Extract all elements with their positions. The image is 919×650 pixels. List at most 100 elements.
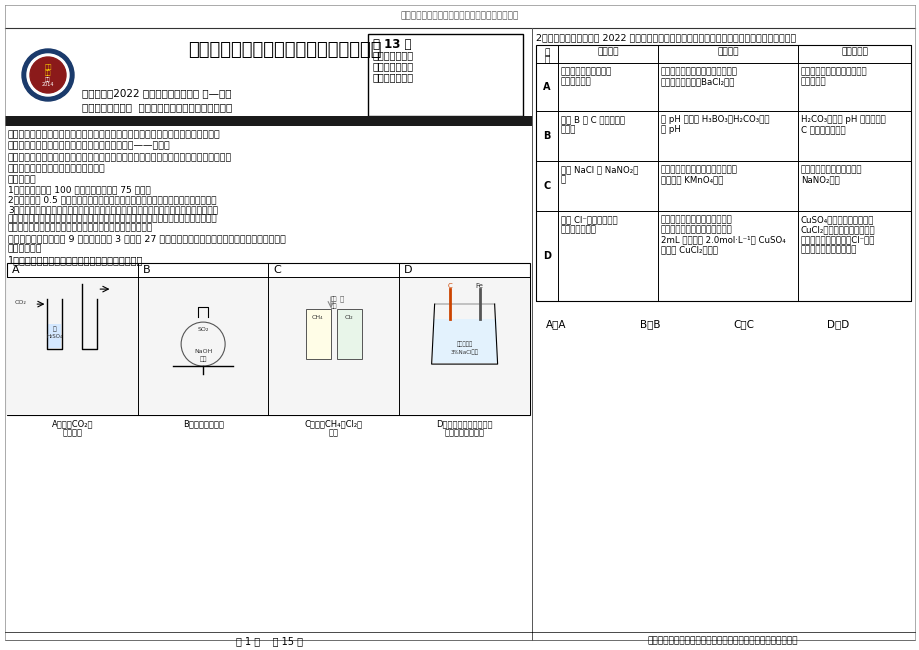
Text: 光: 光 [339, 296, 344, 302]
Text: D．D: D．D [826, 319, 848, 329]
Text: CuCl₂溶液中反应剧烈，铝片: CuCl₂溶液中反应剧烈，铝片 [800, 225, 875, 234]
Circle shape [30, 57, 66, 93]
Text: Fe: Fe [475, 283, 483, 289]
Text: B: B [142, 265, 150, 275]
Text: 表面有红色物质生成，Cl⁻能加: 表面有红色物质生成，Cl⁻能加 [800, 235, 874, 244]
Text: 组编人：张晓燕: 组编人：张晓燕 [372, 50, 414, 60]
Text: 项: 项 [544, 55, 549, 64]
Text: 衡水泰华中学决胜高考化学暑假必刷密卷: 衡水泰华中学决胜高考化学暑假必刷密卷 [188, 41, 381, 59]
Text: 溶液: 溶液 [199, 356, 207, 362]
Text: D: D [542, 251, 550, 261]
Text: NaNO₂溶液: NaNO₂溶液 [800, 175, 839, 184]
Bar [368, 34, 522, 116]
Circle shape [27, 54, 69, 96]
Text: 强弱。: 强弱。 [561, 125, 575, 134]
Text: 将一块未经打磨的铝片剪成相同: 将一块未经打磨的铝片剪成相同 [660, 215, 732, 224]
Text: 本套亮点：汇集实验探究各地最新模拟题，有基础考查题，也有新颖且有思维量的题目，: 本套亮点：汇集实验探究各地最新模拟题，有基础考查题，也有新颖且有思维量的题目， [8, 153, 232, 162]
Text: 衡水泰华决胜二三高考化学暑假必刷密卷新高考版: 衡水泰华决胜二三高考化学暑假必刷密卷新高考版 [401, 12, 518, 21]
Text: 中学: 中学 [45, 77, 51, 81]
Text: 励志格言：幸福不会从天而降，梦想不会自动成真，实现我们的奋斗目标，开创我们: 励志格言：幸福不会从天而降，梦想不会自动成真，实现我们的奋斗目标，开创我们 [8, 130, 221, 139]
Text: 一切不按照高考标准进行的训练，都对备战高考没有任何意义！: 一切不按照高考标准进行的训练，都对备战高考没有任何意义！ [647, 636, 798, 645]
Text: C: C [543, 181, 550, 191]
Text: A: A [542, 82, 550, 92]
Text: B: B [543, 131, 550, 141]
Text: 比较 B 和 C 的非金属性: 比较 B 和 C 的非金属性 [561, 115, 624, 124]
Text: 1，本套密卷满分 100 分，做题所需时间 75 分钟；: 1，本套密卷满分 100 分，做题所需时间 75 分钟； [8, 185, 151, 194]
Text: 氯化: 氯化 [330, 296, 336, 302]
Text: 是否有酸剩余: 是否有酸剩余 [561, 77, 591, 86]
Text: 液: 液 [561, 175, 565, 184]
Text: 硫酸有剩余: 硫酸有剩余 [800, 77, 826, 86]
Text: 滴加酸性 KMnO₄溶液: 滴加酸性 KMnO₄溶液 [660, 175, 722, 184]
Text: C: C [447, 283, 451, 289]
Text: 的美好未来，必须紧紧依靠人民、始终为了人民。——习近平: 的美好未来，必须紧紧依靠人民、始终为了人民。——习近平 [8, 141, 171, 150]
Text: Cl₂: Cl₂ [345, 315, 353, 320]
Text: 检验铜和浓硫酸反应后: 检验铜和浓硫酸反应后 [561, 67, 611, 76]
Text: A: A [12, 265, 19, 275]
Text: 用 pH 计测定 H₃BO₃、H₂CO₃溶液: 用 pH 计测定 H₃BO₃、H₂CO₃溶液 [660, 115, 768, 124]
Text: C．探究CH₄与Cl₂的: C．探究CH₄与Cl₂的 [304, 419, 362, 428]
Bar [399, 277, 529, 415]
Text: H₂CO₃溶液的 pH 更小，说明: H₂CO₃溶液的 pH 更小，说明 [800, 115, 885, 124]
Text: A．A: A．A [545, 319, 566, 329]
Text: 的水蒸气: 的水蒸气 [62, 428, 83, 437]
Text: C 的非金属性更强: C 的非金属性更强 [800, 125, 845, 134]
Text: 的两小片，相同温度下分别投入: 的两小片，相同温度下分别投入 [660, 225, 732, 234]
Text: B．进行喷泉实验: B．进行喷泉实验 [183, 419, 223, 428]
Text: 泰华: 泰华 [45, 70, 51, 76]
Text: 若产生大量白色沉淀，则说明: 若产生大量白色沉淀，则说明 [800, 67, 867, 76]
Text: 获、主要不足和反思写到每套题所附的反思纸上，开学上交。: 获、主要不足和反思写到每套题所附的反思纸上，开学上交。 [8, 223, 153, 232]
Bar [305, 309, 331, 359]
Text: 2014: 2014 [41, 83, 54, 88]
Text: 实验目的: 实验目的 [596, 47, 618, 57]
Text: 若溶液的紫红色褪去，则为: 若溶液的紫红色褪去，则为 [800, 165, 862, 174]
Text: CuSO₄溶液中无明显现象；: CuSO₄溶液中无明显现象； [800, 215, 873, 224]
Text: 选: 选 [544, 48, 549, 57]
Text: 现象和结论: 现象和结论 [840, 47, 867, 57]
Text: 出总得分；请家长签字确认，并在积累本进行认真的错题整改反思，并把本套题的主要收: 出总得分；请家长签字确认，并在积累本进行认真的错题整改反思，并把本套题的主要收 [8, 214, 218, 223]
Text: 分别取少量溶液于两支试管中，再: 分别取少量溶液于两支试管中，再 [660, 165, 737, 174]
Text: CH₄: CH₄ [312, 315, 323, 320]
Text: 鉴别 NaCl 与 NaNO₂溶: 鉴别 NaCl 与 NaNO₂溶 [561, 165, 638, 174]
Bar [432, 319, 496, 363]
Bar [336, 309, 361, 359]
Text: 第 1 页    共 15 页: 第 1 页 共 15 页 [236, 636, 303, 646]
Text: 衡水: 衡水 [44, 64, 51, 70]
Text: 充分利用，定能查漏补缺，收获满满。: 充分利用，定能查漏补缺，收获满满。 [8, 164, 106, 173]
Text: 探究 Cl⁻能加速破坏铝: 探究 Cl⁻能加速破坏铝 [561, 215, 617, 224]
Text: 做题时间：2022 年＿月＿＿日，：＿ ＿—：＿: 做题时间：2022 年＿月＿＿日，：＿ ＿—：＿ [82, 88, 232, 98]
Text: D: D [403, 265, 413, 275]
Text: CO₂: CO₂ [15, 300, 27, 305]
Text: NaOH: NaOH [194, 348, 212, 354]
Text: 经过稀化的: 经过稀化的 [456, 341, 472, 347]
Bar [7, 277, 138, 415]
Text: 碱性阳极法保护铁: 碱性阳极法保护铁 [444, 428, 484, 437]
Text: 食盐: 食盐 [330, 304, 336, 309]
Bar [268, 277, 399, 415]
Text: 3%NaCl溶液: 3%NaCl溶液 [450, 349, 478, 355]
Text: C．C: C．C [732, 319, 754, 329]
Bar [7, 263, 529, 415]
Text: H₂SO₄: H₂SO₄ [46, 333, 62, 339]
Text: 审核人：王立明: 审核人：王立明 [372, 72, 414, 82]
Text: 第 13 套: 第 13 套 [372, 38, 411, 51]
Text: 速破坏铝片表面的氧化膜: 速破坏铝片表面的氧化膜 [800, 245, 857, 254]
Text: 一、单项选择题本题共 9 小题，每小题 3 分，共 27 分。在每小题给出的四个选项中，只有一项是符合: 一、单项选择题本题共 9 小题，每小题 3 分，共 27 分。在每小题给出的四个… [8, 234, 286, 243]
Text: C: C [273, 265, 281, 275]
Text: 实际得分：＿＿＿  家长签字（严禁代签）：＿＿＿＿: 实际得分：＿＿＿ 家长签字（严禁代签）：＿＿＿＿ [82, 102, 232, 112]
Text: 校对人：张莹莹: 校对人：张莹莹 [372, 61, 414, 71]
Text: 2．（重庆市第八中学校 2022 届高三全真模拟化学试题）下列方案设计、现象和结论都正确的是: 2．（重庆市第八中学校 2022 届高三全真模拟化学试题）下列方案设计、现象和结… [536, 33, 795, 42]
Text: 1．下列实验方案或操作正确且能达到实验目的的是: 1．下列实验方案或操作正确且能达到实验目的的是 [8, 255, 143, 265]
Bar [536, 45, 910, 301]
Text: D．用铁氰化钾溶液验证: D．用铁氰化钾溶液验证 [436, 419, 493, 428]
Bar [49, 324, 62, 348]
Bar [5, 116, 531, 126]
Text: 浓: 浓 [52, 326, 56, 332]
Text: 注意事项：: 注意事项： [8, 175, 37, 184]
Text: 方案设计: 方案设计 [717, 47, 738, 57]
Text: 2，请一律用 0.5 或以上的黑色中性签字笔在规定的答题纸上做答，注意书写规范；: 2，请一律用 0.5 或以上的黑色中性签字笔在规定的答题纸上做答，注意书写规范； [8, 195, 216, 204]
Text: 题目要求的。: 题目要求的。 [8, 244, 42, 253]
Text: 溶液和 CuCl₂溶液中: 溶液和 CuCl₂溶液中 [660, 245, 717, 254]
Bar [138, 277, 268, 415]
Text: 取少量反应后的混合物于试管中，: 取少量反应后的混合物于试管中， [660, 67, 737, 76]
